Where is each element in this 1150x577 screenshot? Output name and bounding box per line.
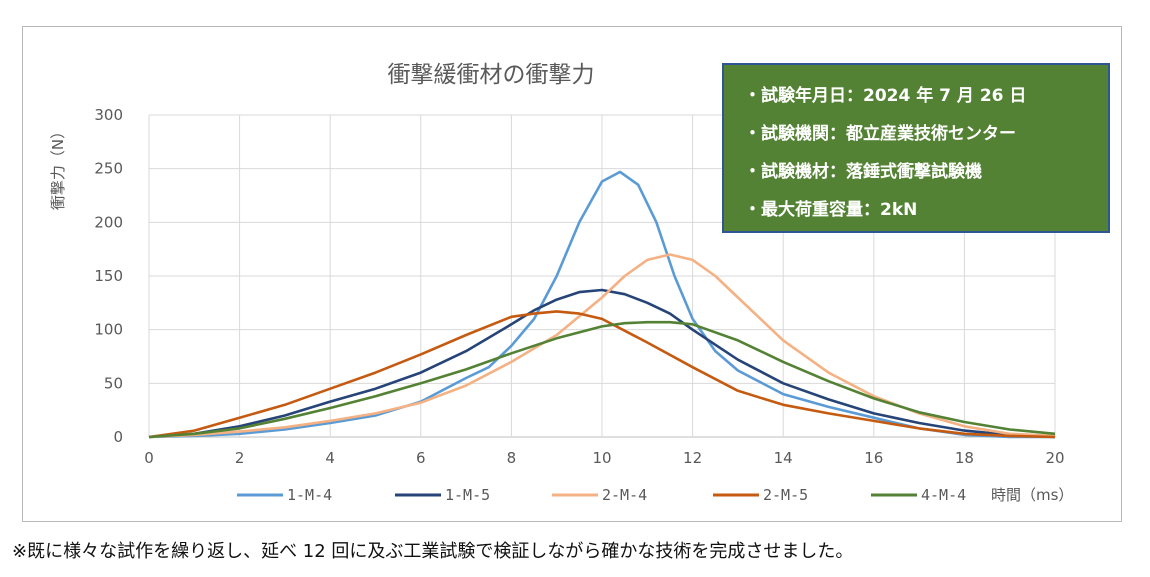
y-tick-label: 100 <box>94 321 123 339</box>
x-tick-label: 14 <box>774 449 793 467</box>
x-axis-label: 時間（ms） <box>991 486 1073 504</box>
y-tick-label: 200 <box>94 213 123 231</box>
footnote: ※既に様々な試作を繰り返し、延べ 12 回に及ぶ工業試験で検証しながら確かな技術… <box>12 541 854 562</box>
series-line-2-M-5 <box>148 310 1056 439</box>
max-load-line: ・最大荷重容量：2kN <box>744 200 918 220</box>
series-line-1-M-4 <box>148 170 1055 439</box>
y-tick-label: 0 <box>113 428 123 446</box>
series-line-4-M-4 <box>148 320 1056 439</box>
x-tick-label: 6 <box>416 449 426 467</box>
y-tick-label: 300 <box>94 106 123 124</box>
test-info-box: ・試験年月日：2024 年 7 月 26 日 ・試験機関：都立産業技術センター … <box>722 63 1110 233</box>
chart-title: 衝撃緩衝材の衝撃力 <box>388 62 595 88</box>
legend-label: 1-M-4 <box>287 486 332 504</box>
x-tick-label: 20 <box>1045 449 1064 467</box>
y-tick-label: 250 <box>94 160 123 178</box>
y-tick-label: 150 <box>94 267 123 285</box>
x-tick-label: 8 <box>507 449 517 467</box>
x-tick-label: 10 <box>592 449 611 467</box>
x-tick-labels: 0 2 4 6 8 10 12 14 16 18 20 <box>144 449 1064 467</box>
x-tick-label: 2 <box>235 449 245 467</box>
series-line-1-M-5 <box>148 288 1056 439</box>
legend-label: 1-M-5 <box>445 486 490 504</box>
legend-label: 4-M-4 <box>921 486 966 504</box>
test-institution-line: ・試験機関：都立産業技術センター <box>744 124 1016 144</box>
test-date-line: ・試験年月日：2024 年 7 月 26 日 <box>744 86 1027 106</box>
legend-label: 2-M-5 <box>763 486 808 504</box>
y-tick-label: 50 <box>104 374 123 392</box>
test-equipment-line: ・試験機材：落錘式衝撃試験機 <box>744 162 982 182</box>
y-tick-labels: 0 50 100 150 200 250 300 <box>94 106 123 446</box>
series-line-2-M-4 <box>148 253 1056 439</box>
x-tick-label: 12 <box>683 449 702 467</box>
x-tick-label: 18 <box>955 449 974 467</box>
x-tick-label: 16 <box>864 449 883 467</box>
x-tick-label: 0 <box>144 449 154 467</box>
series-lines <box>148 170 1056 439</box>
x-tick-label: 4 <box>325 449 335 467</box>
legend: 1-M-4 1-M-5 2-M-4 2-M-5 4-M-4 <box>237 486 966 504</box>
y-axis-label: 衝撃力（N） <box>49 124 67 210</box>
legend-label: 2-M-4 <box>602 486 647 504</box>
